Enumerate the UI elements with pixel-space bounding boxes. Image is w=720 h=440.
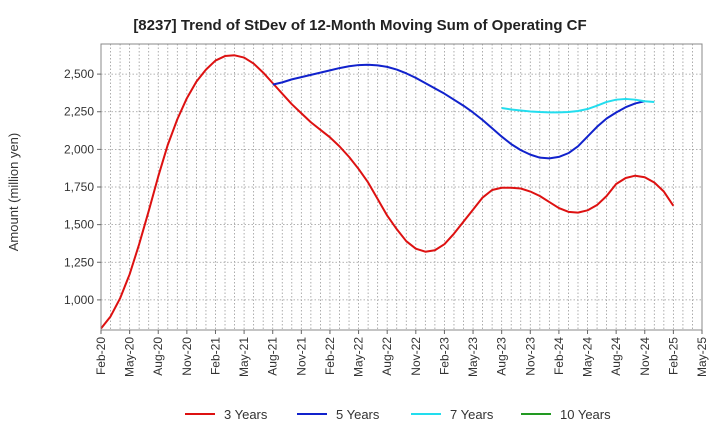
x-tick-label: Aug-23: [495, 337, 509, 376]
x-tick-label: Aug-20: [151, 337, 165, 376]
y-tick-label: 1,750: [64, 180, 94, 194]
y-tick-label: 1,500: [64, 218, 94, 232]
chart-title: [8237] Trend of StDev of 12-Month Moving…: [133, 17, 586, 34]
legend: 3 Years 5 Years 7 Years 10 Years: [185, 407, 611, 422]
legend-label: 3 Years: [224, 407, 268, 422]
x-tick-label: Feb-20: [94, 337, 108, 375]
x-tick-label: May-21: [237, 337, 251, 377]
y-axis-ticks: 1,000 1,250 1,500 1,750 2,000 2,250 2,500: [64, 67, 101, 307]
x-tick-label: Feb-24: [552, 337, 566, 375]
legend-label: 5 Years: [336, 407, 380, 422]
grid: [100, 44, 703, 330]
x-tick-label: Aug-22: [380, 337, 394, 376]
plot-frame: [100, 43, 703, 331]
x-axis-ticks: Feb-20 May-20 Aug-20 Nov-20 Feb-21 May-21 Aug-…: [94, 330, 709, 377]
y-axis-label: Amount (million yen): [6, 133, 21, 252]
x-tick-label: Feb-21: [208, 337, 222, 375]
y-tick-label: 1,250: [64, 255, 94, 269]
y-tick-label: 2,500: [64, 67, 94, 81]
x-tick-label: May-25: [695, 337, 709, 377]
y-tick-label: 2,250: [64, 105, 94, 119]
series-line-7-years: [501, 97, 655, 114]
series-lines: [100, 54, 675, 330]
x-tick-label: May-20: [123, 337, 137, 377]
x-tick-label: Nov-20: [180, 337, 194, 376]
x-tick-label: Aug-21: [266, 337, 280, 376]
x-tick-label: Feb-25: [666, 337, 680, 375]
x-tick-label: May-24: [581, 337, 595, 377]
x-tick-label: Feb-22: [323, 337, 337, 375]
x-tick-label: May-23: [466, 337, 480, 377]
x-tick-label: Aug-24: [609, 337, 623, 376]
x-tick-label: Feb-23: [437, 337, 451, 375]
x-tick-label: Nov-22: [409, 337, 423, 376]
x-tick-label: Nov-24: [638, 337, 652, 376]
x-tick-label: Nov-23: [523, 337, 537, 376]
y-tick-label: 2,000: [64, 142, 94, 156]
y-tick-label: 1,000: [64, 293, 94, 307]
x-tick-label: May-22: [352, 337, 366, 377]
legend-label: 7 Years: [450, 407, 494, 422]
series-line-5-years: [272, 63, 645, 160]
legend-label: 10 Years: [560, 407, 611, 422]
x-tick-label: Nov-21: [294, 337, 308, 376]
series-line-3-years: [100, 54, 675, 330]
